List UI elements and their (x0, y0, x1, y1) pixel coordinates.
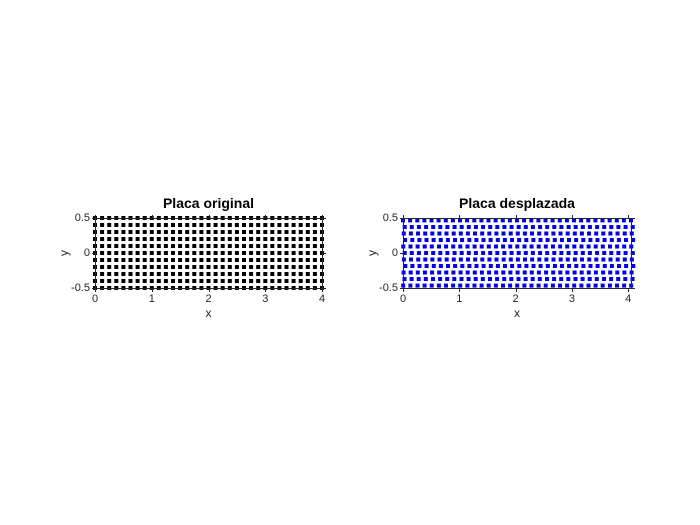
plot-0-graphics (92, 215, 326, 292)
x-tick-label: 1 (148, 293, 155, 305)
x-tick-label: 3 (262, 293, 269, 305)
scatter-points (401, 218, 636, 288)
y-tick-label: 0 (391, 246, 398, 259)
y-tick-label: -0.5 (71, 281, 90, 294)
y-tick-label: 0.5 (382, 211, 398, 224)
y-tick-label: 0.5 (74, 211, 90, 224)
scatter-points (93, 216, 324, 290)
y-tick-label: -0.5 (379, 281, 398, 294)
tick-marks (400, 215, 635, 292)
plot-title-original: Placa original (162, 195, 255, 211)
x-tick-label: 0 (399, 293, 407, 305)
plot-title-desplazada: Placa desplazada (459, 195, 575, 211)
axes-frame (403, 218, 632, 289)
x-axis-label-original: x (205, 306, 212, 320)
x-axis-label-desplazada: x (514, 306, 520, 320)
plot-1-graphics (400, 215, 636, 292)
tick-marks (92, 215, 326, 292)
axes-frame (95, 218, 323, 289)
x-tick-label: 3 (568, 293, 575, 305)
x-tick-label: 1 (456, 293, 463, 305)
x-tick-label: 4 (318, 293, 326, 305)
x-tick-label: 2 (205, 293, 212, 305)
x-tick-label: 4 (625, 293, 632, 305)
x-tick-label: 0 (91, 293, 99, 305)
y-tick-label: 0 (83, 246, 90, 259)
x-tick-label: 2 (512, 293, 519, 305)
